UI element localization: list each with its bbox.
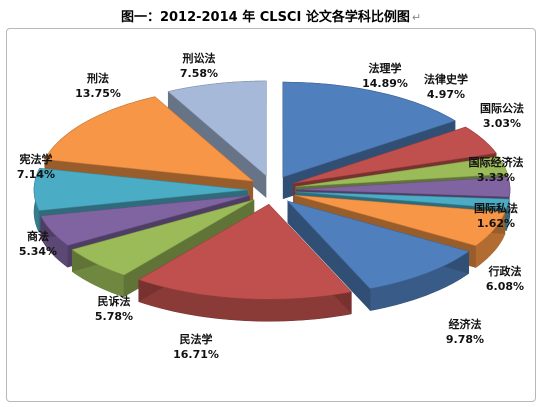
pie-slice-刑讼法 <box>167 80 267 177</box>
slice-label-percent: 4.97% <box>427 88 465 101</box>
pie-slice-国际公法 <box>295 156 508 188</box>
pie-top <box>33 80 511 300</box>
pie-slice-行政法 <box>294 194 506 247</box>
slice-label-percent: 16.71% <box>173 348 219 361</box>
pie-slice-商法 <box>40 195 250 246</box>
pie-slice-法理学 <box>282 81 456 178</box>
slice-label-percent: 5.78% <box>95 310 133 323</box>
slice-label-name: 商法 <box>27 229 49 243</box>
chart-title-text: 图一：2012-2014 年 CLSCI 论文各学科比例图 <box>120 10 410 25</box>
slice-label-percent: 14.89% <box>362 77 408 90</box>
slice-label-name: 行政法 <box>488 264 522 278</box>
slice-label-percent: 9.78% <box>446 333 484 346</box>
pie-slice-国际私法 <box>295 191 510 210</box>
slice-label-percent: 13.75% <box>75 87 121 100</box>
slice-label-name: 民诉法 <box>98 294 131 308</box>
slice-label-name: 国际经济法 <box>469 155 524 169</box>
slice-label-name: 法理学 <box>369 61 402 75</box>
slice-label-name: 国际私法 <box>474 201 518 215</box>
slice-label-name: 国际公法 <box>480 101 524 115</box>
paragraph-mark-icon: ↵ <box>411 11 422 24</box>
pie-labels: 法理学 14.89% 法律史学 4.97% 国际公法 3.03% 国际经济法 3.33% 国际私… <box>17 51 524 361</box>
pie-slice-刑法 <box>44 96 254 182</box>
pie-slice-经济法 <box>286 200 470 289</box>
slice-label-percent: 1.62% <box>477 217 515 230</box>
slice-label-name: 刑讼法 <box>183 51 216 65</box>
slice-label-percent: 5.34% <box>19 245 57 258</box>
pie-slice-民法学 <box>137 203 352 300</box>
pie-slice-民诉法 <box>71 199 255 276</box>
chart-title: 图一：2012-2014 年 CLSCI 论文各学科比例图 ↵ <box>0 6 542 25</box>
slice-label-name: 宪法学 <box>20 152 53 166</box>
slice-label-name: 经济法 <box>449 317 482 331</box>
slice-label-percent: 3.03% <box>483 117 521 130</box>
pie-slice-宪法学 <box>33 167 249 211</box>
slice-label-name: 刑法 <box>87 71 109 85</box>
slice-label-name: 法律史学 <box>424 72 468 86</box>
slice-label-percent: 3.33% <box>477 171 515 184</box>
pie-slice-国际经济法 <box>295 176 511 198</box>
slice-label-name: 民法学 <box>180 332 213 346</box>
slice-label-percent: 6.08% <box>486 280 524 293</box>
pie-slice-法律史学 <box>293 126 497 184</box>
slice-label-percent: 7.58% <box>180 67 218 80</box>
slice-wall <box>287 200 371 311</box>
slice-label-percent: 7.14% <box>17 168 55 181</box>
